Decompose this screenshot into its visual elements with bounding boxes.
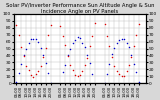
- Point: [86, 57, 89, 58]
- Point: [111, 53, 113, 55]
- Point: [113, 47, 116, 49]
- Point: [79, 37, 81, 39]
- Point: [47, 34, 49, 36]
- Point: [108, 46, 111, 47]
- Point: [125, 43, 128, 44]
- Point: [88, 46, 91, 47]
- Point: [59, 83, 62, 84]
- Point: [103, 83, 106, 84]
- Point: [44, 62, 47, 64]
- Point: [133, 63, 135, 64]
- Point: [49, 83, 52, 84]
- Point: [49, 24, 52, 25]
- Point: [15, 24, 18, 26]
- Point: [120, 38, 123, 40]
- Point: [91, 35, 94, 37]
- Point: [113, 65, 116, 67]
- Point: [76, 36, 79, 38]
- Point: [22, 56, 25, 57]
- Point: [76, 75, 79, 77]
- Point: [30, 74, 32, 76]
- Point: [32, 76, 35, 77]
- Point: [20, 63, 22, 64]
- Point: [91, 73, 94, 74]
- Point: [116, 42, 118, 44]
- Point: [69, 49, 72, 50]
- Point: [116, 70, 118, 72]
- Point: [71, 42, 74, 44]
- Point: [25, 65, 27, 67]
- Point: [32, 38, 35, 40]
- Point: [22, 54, 25, 56]
- Point: [138, 81, 140, 83]
- Point: [27, 42, 30, 43]
- Point: [44, 48, 47, 49]
- Point: [106, 74, 108, 75]
- Point: [135, 71, 138, 73]
- Point: [93, 84, 96, 85]
- Point: [81, 70, 84, 72]
- Point: [59, 25, 62, 26]
- Point: [66, 56, 69, 57]
- Point: [40, 65, 42, 67]
- Point: [88, 62, 91, 64]
- Point: [86, 54, 89, 56]
- Point: [93, 23, 96, 24]
- Point: [42, 54, 44, 56]
- Point: [64, 44, 67, 46]
- Point: [125, 70, 128, 72]
- Point: [64, 64, 67, 66]
- Point: [130, 55, 133, 56]
- Point: [30, 38, 32, 40]
- Point: [35, 38, 37, 39]
- Point: [118, 74, 120, 75]
- Point: [111, 56, 113, 58]
- Point: [62, 35, 64, 36]
- Point: [47, 72, 49, 74]
- Point: [74, 74, 76, 76]
- Point: [123, 75, 125, 76]
- Point: [133, 45, 135, 47]
- Point: [118, 39, 120, 41]
- Point: [108, 63, 111, 64]
- Point: [17, 73, 20, 74]
- Point: [84, 64, 86, 66]
- Point: [37, 41, 40, 43]
- Title: Solar PV/Inverter Performance Sun Altitude Angle & Sun Incidence Angle on PV Pan: Solar PV/Inverter Performance Sun Altitu…: [6, 3, 154, 14]
- Point: [40, 48, 42, 49]
- Point: [17, 35, 20, 36]
- Point: [25, 48, 27, 49]
- Point: [62, 72, 64, 73]
- Point: [84, 47, 86, 48]
- Point: [128, 46, 130, 48]
- Point: [66, 54, 69, 56]
- Point: [103, 24, 106, 25]
- Point: [69, 64, 72, 66]
- Point: [42, 56, 44, 58]
- Point: [81, 42, 84, 44]
- Point: [15, 81, 18, 83]
- Point: [27, 69, 30, 71]
- Point: [71, 69, 74, 71]
- Point: [74, 39, 76, 41]
- Point: [20, 46, 22, 47]
- Point: [79, 74, 81, 76]
- Point: [130, 56, 133, 58]
- Point: [123, 39, 125, 40]
- Point: [128, 64, 130, 66]
- Point: [135, 34, 138, 36]
- Point: [106, 35, 108, 36]
- Point: [138, 23, 140, 25]
- Point: [35, 73, 37, 74]
- Point: [120, 75, 123, 77]
- Point: [37, 70, 40, 72]
